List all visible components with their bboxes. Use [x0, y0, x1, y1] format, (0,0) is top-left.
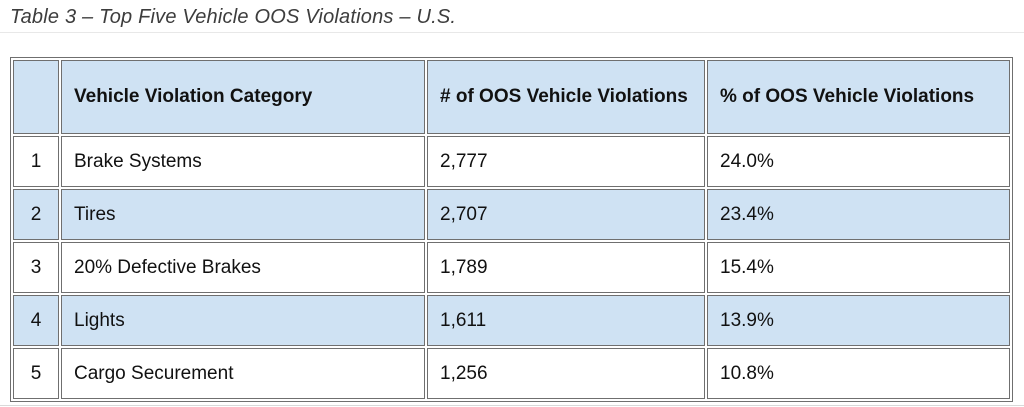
percent-cell: 15.4%	[707, 242, 1010, 293]
category-cell: Cargo Securement	[61, 348, 425, 399]
rank-cell: 5	[13, 348, 59, 399]
table-row: 4 Lights 1,611 13.9%	[13, 295, 1010, 346]
count-cell: 1,789	[427, 242, 705, 293]
category-cell: 20% Defective Brakes	[61, 242, 425, 293]
page-title: Table 3 – Top Five Vehicle OOS Violation…	[10, 6, 457, 28]
header-percent-cell: % of OOS Vehicle Violations	[707, 60, 1010, 134]
rank-cell: 2	[13, 189, 59, 240]
table-header-row: Vehicle Violation Category # of OOS Vehi…	[13, 60, 1010, 134]
count-cell: 1,611	[427, 295, 705, 346]
rank-cell: 4	[13, 295, 59, 346]
percent-cell: 24.0%	[707, 136, 1010, 187]
header-category-cell: Vehicle Violation Category	[61, 60, 425, 134]
category-cell: Tires	[61, 189, 425, 240]
category-cell: Brake Systems	[61, 136, 425, 187]
percent-cell: 23.4%	[707, 189, 1010, 240]
header-rank-cell	[13, 60, 59, 134]
rank-cell: 1	[13, 136, 59, 187]
percent-cell: 13.9%	[707, 295, 1010, 346]
table-row: 3 20% Defective Brakes 1,789 15.4%	[13, 242, 1010, 293]
percent-cell: 10.8%	[707, 348, 1010, 399]
table-row: 2 Tires 2,707 23.4%	[13, 189, 1010, 240]
rank-cell: 3	[13, 242, 59, 293]
count-cell: 2,707	[427, 189, 705, 240]
category-cell: Lights	[61, 295, 425, 346]
table-row: 1 Brake Systems 2,777 24.0%	[13, 136, 1010, 187]
bottom-divider	[0, 405, 1024, 406]
table-row: 5 Cargo Securement 1,256 10.8%	[13, 348, 1010, 399]
count-cell: 1,256	[427, 348, 705, 399]
count-cell: 2,777	[427, 136, 705, 187]
oos-violations-table: Vehicle Violation Category # of OOS Vehi…	[10, 57, 1013, 402]
header-count-cell: # of OOS Vehicle Violations	[427, 60, 705, 134]
title-divider	[0, 32, 1024, 33]
